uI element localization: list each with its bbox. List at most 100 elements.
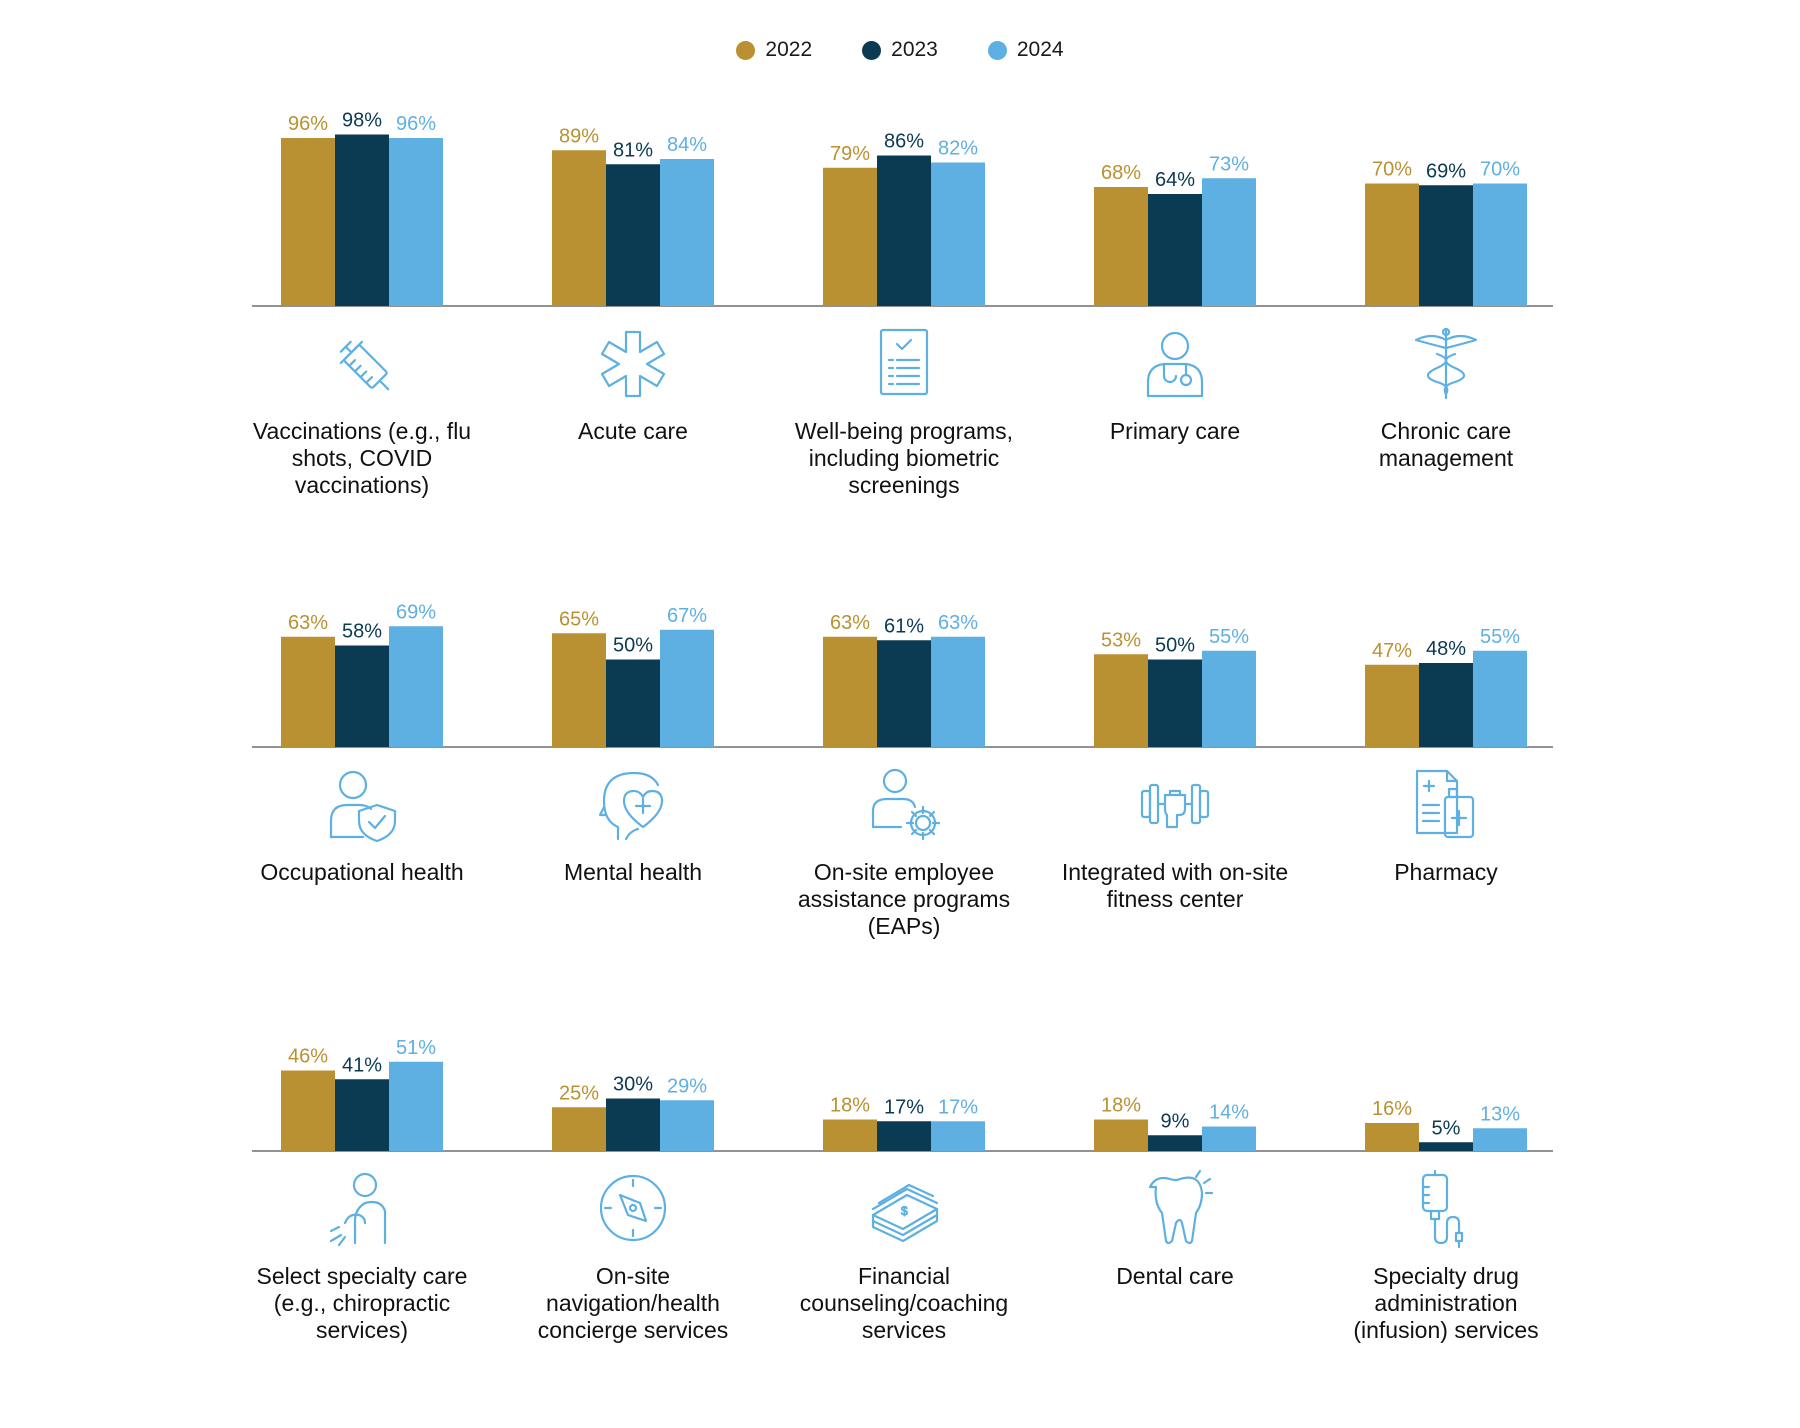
bar-group-1-2022: [281, 138, 335, 306]
bar-group-11-2023: [335, 1079, 389, 1151]
bar-group-5-2024: [1473, 183, 1527, 306]
data-label-group-1-2022: 96%: [288, 113, 328, 135]
tooth-icon: [1148, 1169, 1214, 1245]
data-label-group-11-2022: 46%: [288, 1046, 328, 1068]
checklist-icon: [879, 328, 929, 396]
category-label-group-2: Acute care: [578, 418, 688, 444]
category-label-group-3: Well-being programs, including biometric…: [794, 418, 1014, 498]
bar-group-13-2024: [931, 1121, 985, 1151]
data-label-group-2-2024: 84%: [667, 134, 707, 156]
bar-group-8-2022: [823, 636, 877, 747]
bar-group-9-2024: [1202, 650, 1256, 747]
legend-item-2023: 2023: [862, 38, 938, 62]
data-label-group-15-2022: 16%: [1372, 1098, 1412, 1120]
person-gear-icon: [871, 768, 941, 841]
bar-group-3-2022: [823, 167, 877, 306]
bar-group-2-2022: [552, 150, 606, 306]
bar-group-9-2022: [1094, 654, 1148, 747]
data-label-group-10-2023: 48%: [1426, 638, 1466, 660]
data-label-group-6-2024: 69%: [396, 601, 436, 623]
data-label-group-8-2024: 63%: [938, 612, 978, 634]
data-label-group-7-2023: 50%: [613, 635, 653, 657]
data-label-group-3-2023: 86%: [884, 131, 924, 153]
category-label-group-8: On-site employee assistance programs (EA…: [797, 859, 1011, 939]
data-label-group-6-2022: 63%: [288, 612, 328, 634]
data-label-group-13-2023: 17%: [884, 1096, 924, 1118]
bar-group-15-2024: [1473, 1128, 1527, 1151]
bar-group-14-2022: [1094, 1119, 1148, 1151]
legend-label-2023: 2023: [891, 38, 938, 61]
data-label-group-15-2024: 13%: [1480, 1103, 1520, 1125]
bar-group-4-2022: [1094, 187, 1148, 306]
caduceus-icon: [1414, 327, 1478, 400]
bar-group-11-2022: [281, 1070, 335, 1151]
data-label-group-5-2023: 69%: [1426, 160, 1466, 182]
bar-group-2-2023: [606, 164, 660, 306]
bar-group-4-2024: [1202, 178, 1256, 306]
bar-group-1-2024: [389, 138, 443, 306]
doctor-icon: [1146, 331, 1204, 398]
bar-group-14-2023: [1148, 1135, 1202, 1151]
bar-group-14-2024: [1202, 1126, 1256, 1151]
category-label-group-4: Primary care: [1109, 418, 1241, 444]
data-label-group-12-2022: 25%: [559, 1082, 599, 1104]
syringe-icon: [339, 340, 390, 391]
category-label-group-13: Financial counseling/coaching services: [799, 1263, 1009, 1343]
bar-group-6-2022: [281, 636, 335, 747]
data-label-group-7-2024: 67%: [667, 605, 707, 627]
star-of-life-icon: [600, 330, 666, 398]
bar-group-7-2023: [606, 659, 660, 747]
bar-group-3-2023: [877, 155, 931, 306]
data-label-group-11-2024: 51%: [396, 1037, 436, 1059]
svg-text:$: $: [901, 1204, 908, 1218]
bar-group-1-2023: [335, 134, 389, 306]
data-label-group-14-2023: 9%: [1161, 1110, 1190, 1132]
bar-group-4-2023: [1148, 194, 1202, 306]
data-label-group-7-2022: 65%: [559, 608, 599, 630]
data-label-group-15-2023: 5%: [1432, 1117, 1461, 1139]
data-label-group-14-2022: 18%: [1101, 1095, 1141, 1117]
legend-item-2022: 2022: [736, 38, 812, 62]
category-label-group-15: Specialty drug administration (infusion)…: [1353, 1263, 1539, 1343]
data-label-group-8-2022: 63%: [830, 612, 870, 634]
legend-swatch-2023: [862, 40, 882, 60]
bar-group-12-2023: [606, 1098, 660, 1151]
bar-group-15-2022: [1365, 1123, 1419, 1151]
data-label-group-4-2023: 64%: [1155, 169, 1195, 191]
data-label-group-9-2024: 55%: [1209, 626, 1249, 648]
bar-group-5-2023: [1419, 185, 1473, 306]
data-label-group-1-2024: 96%: [396, 113, 436, 135]
bar-group-8-2024: [931, 636, 985, 747]
bar-group-7-2022: [552, 633, 606, 747]
legend: 2022 2023 2024: [0, 38, 1800, 62]
data-label-group-8-2023: 61%: [884, 615, 924, 637]
data-label-group-3-2024: 82%: [938, 138, 978, 160]
category-label-group-5: Chronic care management: [1378, 418, 1514, 471]
category-label-group-12: On-site navigation/health concierge serv…: [537, 1263, 729, 1343]
bar-group-7-2024: [660, 629, 714, 747]
head-heart-icon: [598, 771, 664, 841]
prescription-icon: [1415, 769, 1475, 839]
legend-swatch-2022: [736, 40, 756, 60]
data-label-group-11-2023: 41%: [342, 1054, 382, 1076]
bar-group-15-2023: [1419, 1142, 1473, 1151]
bar-group-10-2024: [1473, 650, 1527, 747]
data-label-group-9-2023: 50%: [1155, 635, 1195, 657]
data-label-group-1-2023: 98%: [342, 110, 382, 132]
back-pain-icon: [329, 1172, 387, 1247]
person-shield-icon: [329, 770, 397, 843]
category-label-group-9: Integrated with on-site fitness center: [1061, 859, 1289, 912]
data-label-group-9-2022: 53%: [1101, 629, 1141, 651]
compass-icon: [599, 1174, 667, 1242]
iv-drip-icon: [1421, 1169, 1464, 1249]
money-stack-icon: $: [871, 1183, 939, 1243]
data-label-group-10-2022: 47%: [1372, 640, 1412, 662]
data-label-group-12-2023: 30%: [613, 1074, 653, 1096]
data-label-group-2-2022: 89%: [559, 125, 599, 147]
bar-group-10-2022: [1365, 664, 1419, 747]
bar-group-11-2024: [389, 1061, 443, 1151]
data-label-group-14-2024: 14%: [1209, 1102, 1249, 1124]
data-label-group-4-2024: 73%: [1209, 153, 1249, 175]
bar-group-6-2024: [389, 626, 443, 747]
